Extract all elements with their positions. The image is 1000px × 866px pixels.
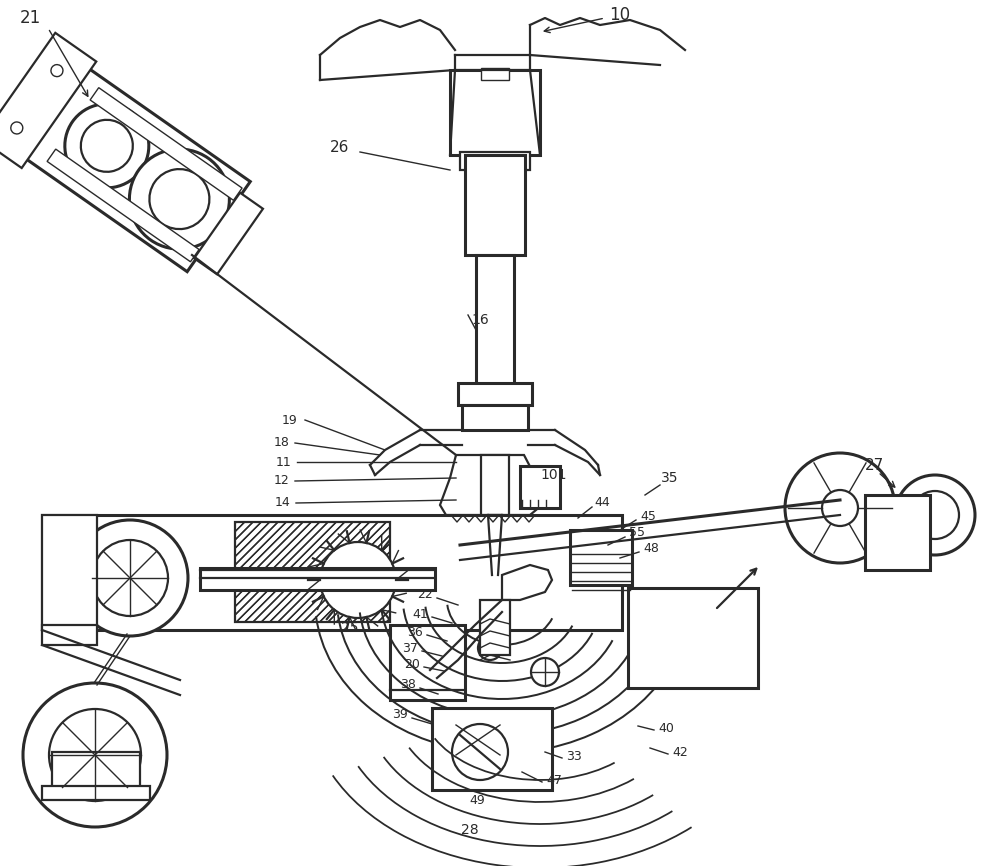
Circle shape <box>785 453 895 563</box>
Circle shape <box>81 120 133 171</box>
Bar <box>200 568 435 590</box>
Bar <box>628 588 758 688</box>
Text: 11: 11 <box>276 456 292 469</box>
Bar <box>235 522 390 622</box>
Bar <box>476 255 514 400</box>
Text: 10: 10 <box>609 6 631 24</box>
Text: 33: 33 <box>566 749 582 762</box>
Circle shape <box>822 490 858 526</box>
Bar <box>390 630 445 690</box>
Circle shape <box>450 712 506 768</box>
Circle shape <box>11 122 23 134</box>
Circle shape <box>51 65 63 76</box>
Bar <box>42 625 97 645</box>
Bar <box>90 87 242 200</box>
Bar <box>432 708 552 790</box>
Bar <box>390 625 465 700</box>
Text: 21: 21 <box>19 9 41 27</box>
Text: 20: 20 <box>404 657 420 670</box>
Bar <box>47 149 199 262</box>
Bar <box>481 455 509 515</box>
Text: 22: 22 <box>417 589 433 602</box>
Circle shape <box>531 658 559 686</box>
Text: 48: 48 <box>643 541 659 554</box>
Circle shape <box>65 104 149 188</box>
Text: 37: 37 <box>402 642 418 655</box>
Text: 44: 44 <box>594 496 610 509</box>
Text: 101: 101 <box>541 468 567 482</box>
Bar <box>462 405 528 430</box>
Text: 25: 25 <box>341 621 359 635</box>
Polygon shape <box>502 565 552 600</box>
Circle shape <box>49 709 141 801</box>
Bar <box>520 466 560 508</box>
Circle shape <box>478 636 502 660</box>
Circle shape <box>92 540 168 616</box>
Circle shape <box>72 520 188 636</box>
Bar <box>42 515 97 630</box>
Circle shape <box>149 169 209 229</box>
Text: 28: 28 <box>461 823 479 837</box>
Bar <box>450 70 540 155</box>
Bar <box>865 495 930 570</box>
Bar <box>458 383 532 405</box>
Bar <box>23 67 250 272</box>
Text: 55: 55 <box>629 527 645 540</box>
Circle shape <box>911 491 959 539</box>
Text: 12: 12 <box>274 475 290 488</box>
Polygon shape <box>440 455 542 515</box>
Text: 38: 38 <box>400 678 416 691</box>
Text: 35: 35 <box>661 471 679 485</box>
Circle shape <box>23 683 167 827</box>
Bar <box>52 752 140 790</box>
Circle shape <box>320 542 396 618</box>
Bar <box>481 68 509 80</box>
Bar <box>0 33 96 168</box>
Bar <box>480 600 510 655</box>
Text: 42: 42 <box>672 746 688 759</box>
Text: 41: 41 <box>412 608 428 621</box>
Circle shape <box>129 149 229 249</box>
Text: 39: 39 <box>392 708 408 721</box>
Text: 18: 18 <box>274 436 290 449</box>
Bar <box>42 786 150 800</box>
Circle shape <box>895 475 975 555</box>
Bar <box>460 152 530 170</box>
Bar <box>465 155 525 255</box>
Bar <box>570 530 632 585</box>
Text: 45: 45 <box>640 509 656 522</box>
Bar <box>235 522 390 622</box>
Bar <box>42 515 622 630</box>
Text: 49: 49 <box>469 793 485 806</box>
Text: 27: 27 <box>865 457 885 473</box>
Text: 19: 19 <box>282 413 298 426</box>
Text: 16: 16 <box>471 313 489 327</box>
Text: 36: 36 <box>407 625 423 638</box>
Bar <box>194 193 263 275</box>
Text: 14: 14 <box>275 496 291 509</box>
Circle shape <box>452 724 508 780</box>
Text: 47: 47 <box>546 773 562 786</box>
Text: 40: 40 <box>658 721 674 734</box>
Text: 26: 26 <box>330 140 350 156</box>
